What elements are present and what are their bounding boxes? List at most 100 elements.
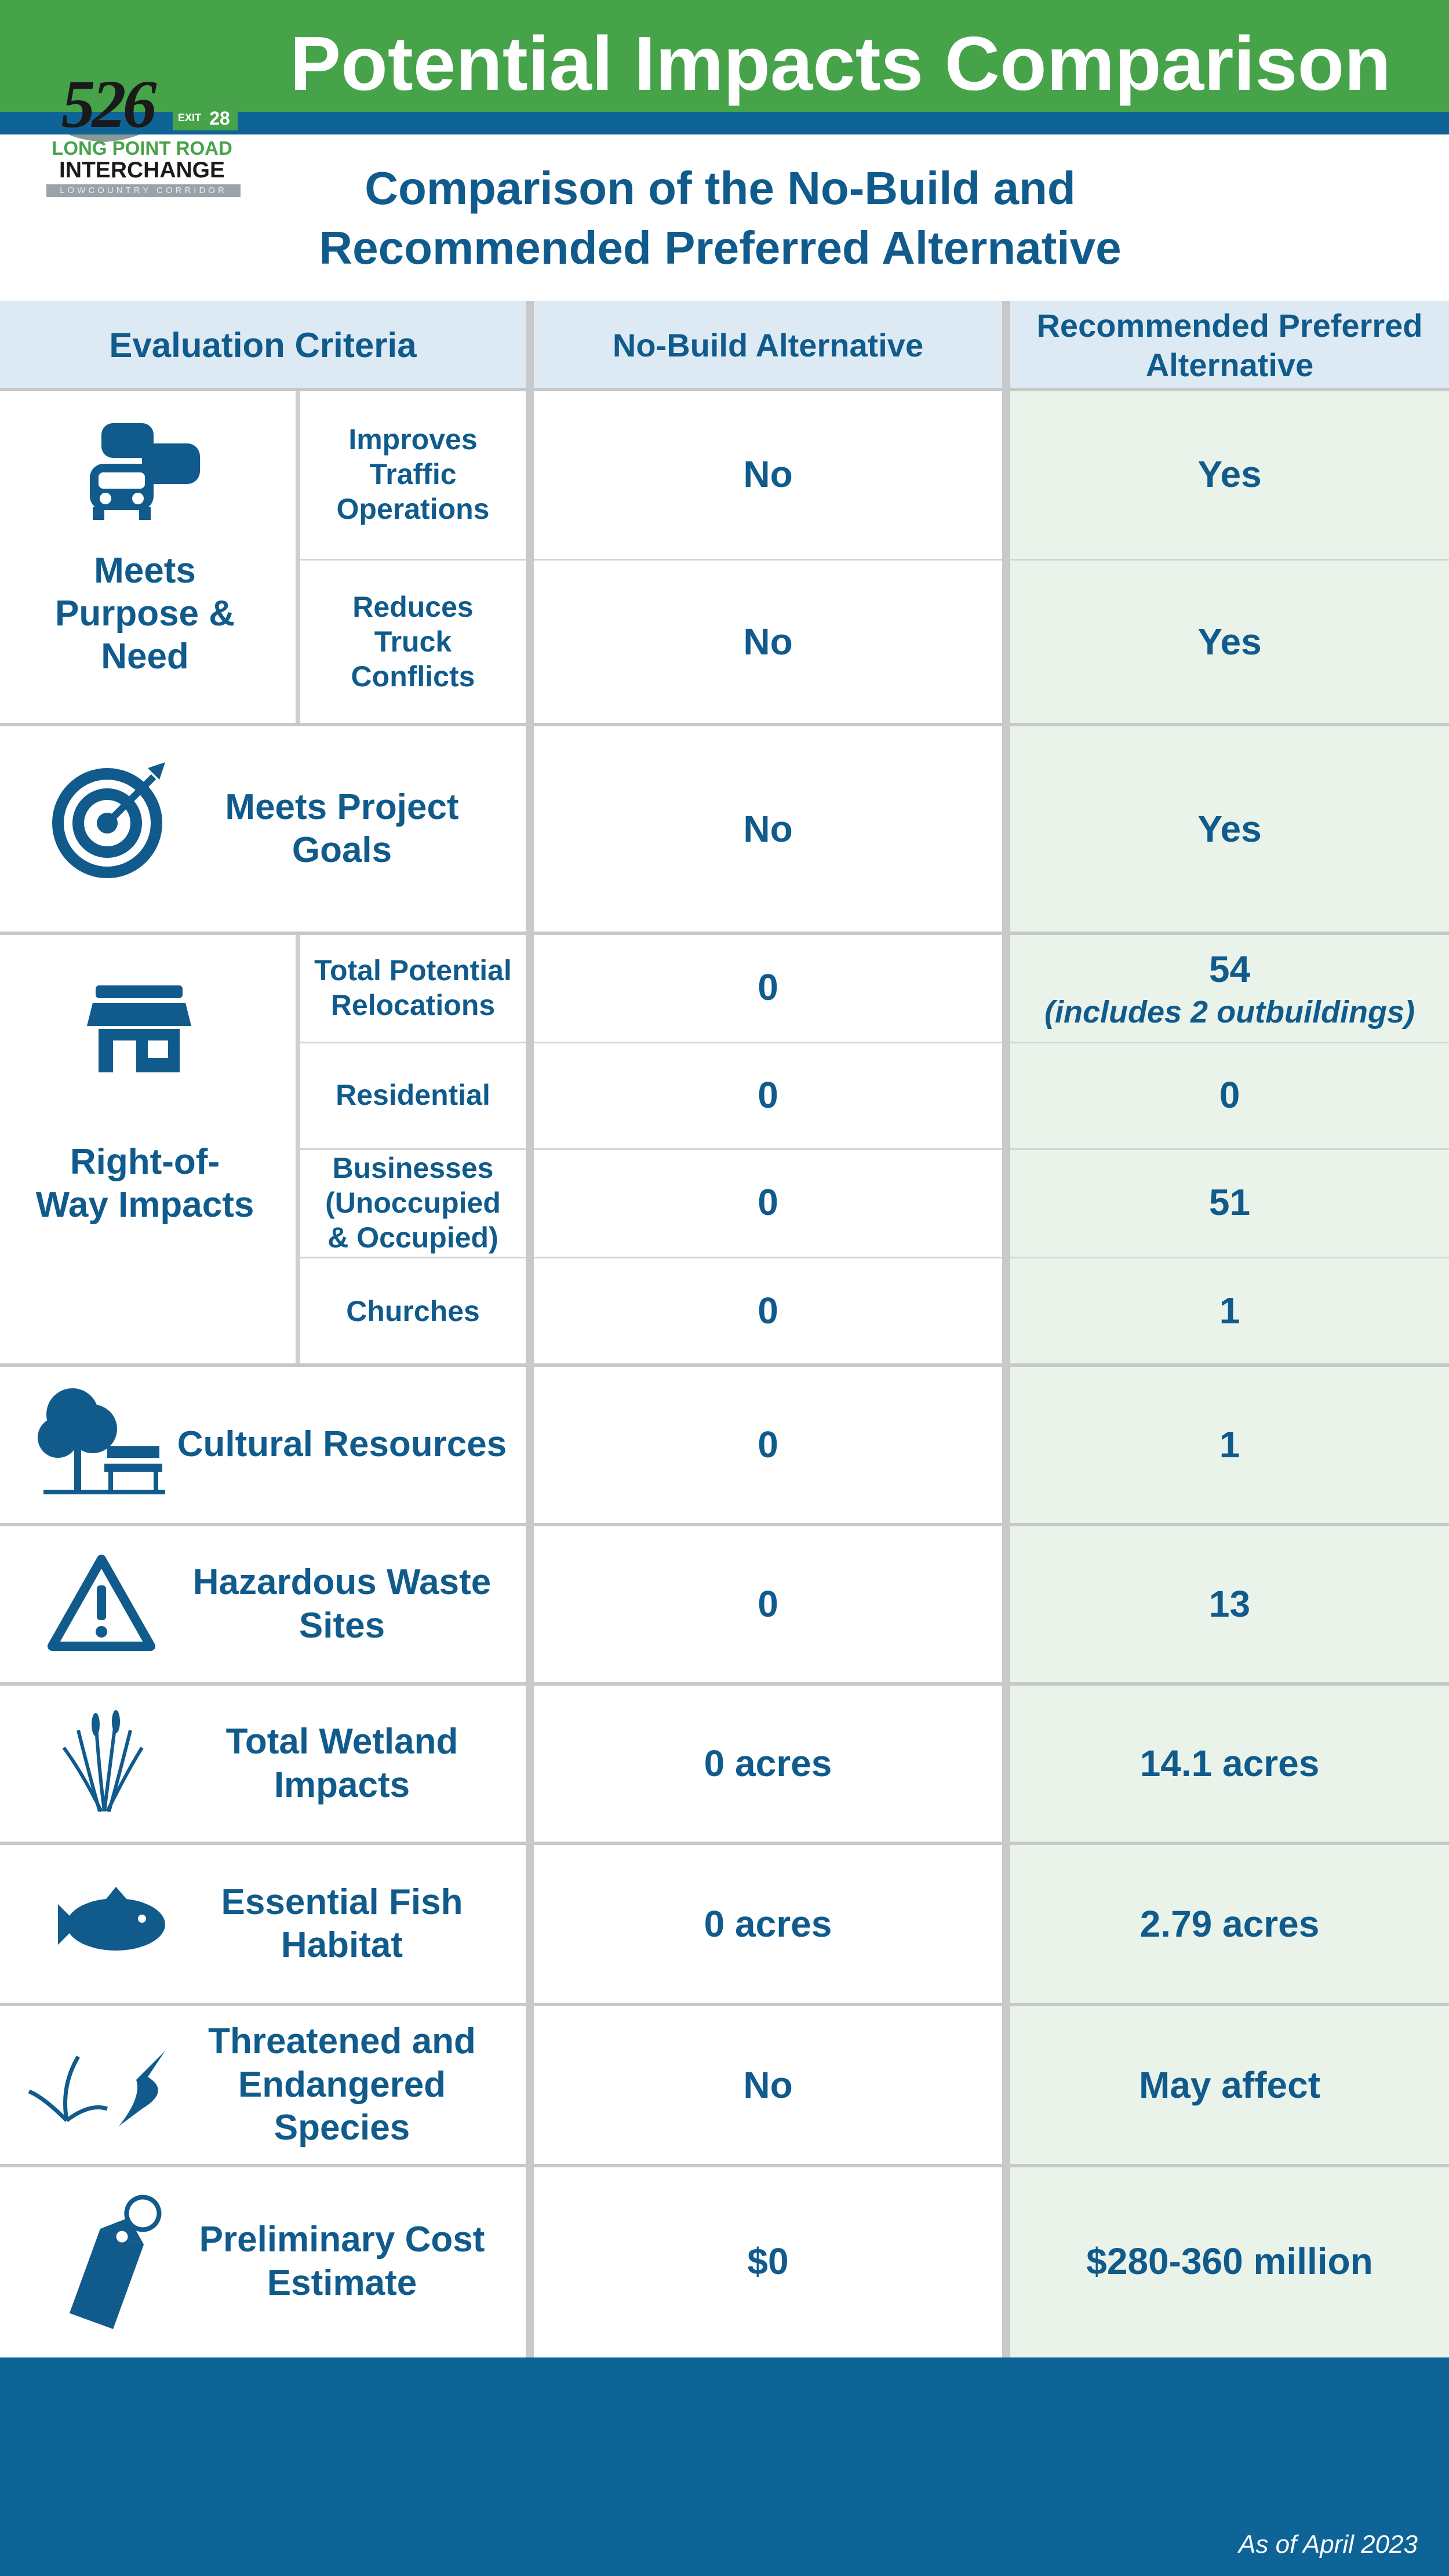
row-icon-part (96, 1626, 107, 1638)
row-icon-part (87, 1003, 191, 1026)
row-icon-part (142, 443, 200, 484)
logo-exit: EXIT (177, 112, 201, 124)
row-icon (48, 1555, 155, 1651)
subcriterion-label: Improves Traffic Operations (336, 423, 490, 525)
row-divider (0, 932, 1449, 935)
subcriterion-label: Residential (336, 1079, 490, 1111)
preferred-value: 1 (1219, 1424, 1240, 1466)
row-icon-part (52, 768, 162, 878)
sub-divider-vertical (296, 390, 300, 725)
preferred-value: $280-360 million (1086, 2240, 1373, 2283)
row-icon-part (63, 2055, 81, 2121)
row-icon-part (72, 788, 142, 858)
criterion-label: Total Wetland Impacts (225, 1722, 458, 1805)
row-icon (28, 2051, 165, 2126)
row-icon-part (62, 1718, 144, 1813)
row-icon-part (104, 774, 156, 826)
subcriterion-label: Businesses (Unoccupied & Occupied) (325, 1151, 501, 1254)
row-divider (0, 1682, 1449, 1686)
logo-line1: LONG POINT ROAD (52, 137, 232, 159)
row-icon-part (148, 762, 165, 780)
subcriterion-label: Total Potential Relocations (314, 954, 512, 1021)
row-icon-part (28, 2055, 108, 2122)
preferred-value: May affect (1139, 2064, 1320, 2106)
no-build-value: 0 (758, 1074, 778, 1116)
row-icon-part (108, 1472, 113, 1490)
row-icon-part (69, 2228, 144, 2329)
logo-shield-part (46, 184, 241, 197)
row-icon-part (93, 507, 104, 520)
logo-exit-box (173, 106, 238, 130)
logo-route: 526 (61, 66, 157, 143)
no-build-value: 0 (758, 966, 778, 1009)
column-header: No-Build Alternative (612, 326, 924, 363)
row-icon (87, 985, 191, 1072)
row-divider (0, 1842, 1449, 1845)
row-icon-part (48, 1555, 155, 1651)
row-icon-part (38, 1417, 78, 1458)
row-icon-part (74, 1435, 81, 1493)
criterion-label: Meets Project Goals (225, 787, 459, 870)
row-icon-part (58, 1887, 165, 1951)
row-icon-part (139, 507, 151, 520)
criterion-label: Threatened and Endangered Species (208, 2021, 476, 2148)
row-icon-part (77, 1730, 101, 1812)
logo-line3: LOWCOUNTRY CORRIDOR (60, 185, 227, 195)
row-divider (0, 2164, 1449, 2167)
criterion-label: Meets Purpose & Need (54, 550, 235, 677)
subcriterion-label: Churches (346, 1294, 480, 1327)
no-build-value: $0 (747, 2240, 789, 2283)
subcriterion-label: Reduces Truck Conflicts (351, 591, 475, 693)
logo-exit-number: 28 (209, 107, 230, 129)
preferred-value: 13 (1208, 1583, 1251, 1625)
no-build-value: No (743, 453, 793, 495)
row-icon-part (48, 1555, 155, 1651)
row-icon-part (113, 1040, 136, 1072)
row-icon-part (90, 423, 200, 520)
row-icon (52, 762, 165, 878)
header-band (0, 0, 1449, 112)
row-icon-part (38, 1388, 165, 1494)
row-icon-part (69, 2195, 162, 2329)
criterion-label: Right-of-Way Impacts (35, 1141, 254, 1225)
row-icon-part (107, 1730, 132, 1812)
criterion-label: Essential Fish Habitat (221, 1882, 463, 1965)
preferred-value: 14.1 acres (1139, 1742, 1320, 1785)
column-header-band (0, 301, 1449, 390)
no-build-value: 0 acres (704, 1742, 832, 1785)
row-icon (38, 1388, 165, 1494)
row-divider (0, 1363, 1449, 1367)
row-icon (62, 1710, 144, 1813)
preferred-value: 1 (1219, 1290, 1240, 1332)
row-icon-part (148, 1040, 168, 1058)
sub-divider-vertical (296, 933, 300, 1365)
column-divider (1002, 301, 1010, 2357)
column-header: Recommended Preferred Alternative (1036, 307, 1423, 383)
row-icon-part (104, 1464, 162, 1472)
row-icon-part (87, 985, 191, 1072)
row-icon-part (67, 1898, 165, 1951)
sub-row-divider (300, 1257, 1449, 1258)
subtitle-line: Comparison of the No-Build and (365, 162, 1076, 214)
header-stripe (0, 112, 1449, 134)
preferred-value: 54 (1208, 948, 1251, 990)
footer-note: As of April 2023 (1239, 2530, 1418, 2559)
page-title: Potential Impacts Comparison (290, 20, 1391, 106)
sub-row-divider (300, 1148, 1449, 1150)
row-icon-part (100, 493, 111, 504)
row-divider (0, 2003, 1449, 2006)
logo-line2: INTERCHANGE (59, 157, 225, 183)
criterion-label: Cultural Resources (177, 1424, 507, 1465)
row-icon-part (28, 2089, 68, 2122)
row-icon (90, 423, 200, 520)
no-build-value: 0 (758, 1181, 778, 1224)
row-icon-part (96, 985, 183, 998)
no-build-value: 0 (758, 1424, 778, 1466)
preferred-value: 51 (1208, 1181, 1251, 1224)
row-icon-part (154, 1472, 158, 1490)
row-icon (69, 2195, 162, 2329)
row-icon-part (101, 423, 154, 458)
preferred-value: 0 (1219, 1074, 1240, 1116)
